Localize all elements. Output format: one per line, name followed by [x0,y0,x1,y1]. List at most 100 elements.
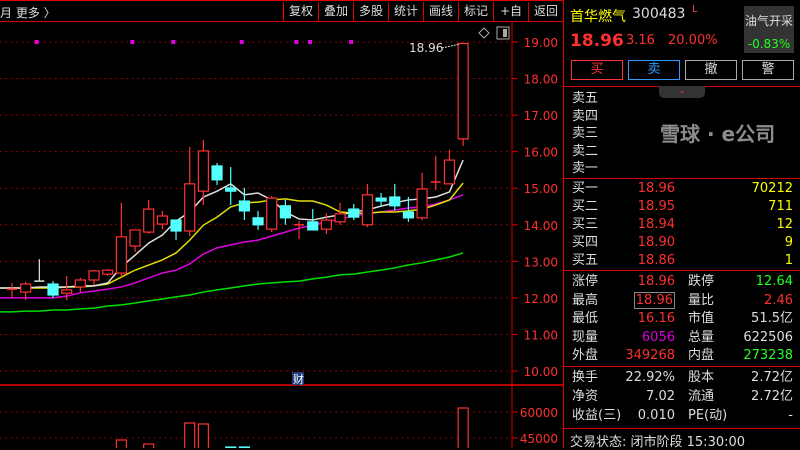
price-axis-label: 11.00 [524,328,558,342]
candle [47,281,59,298]
stat-value: 6056 [641,329,675,345]
candle-body [457,42,469,140]
panel-toggle-icon[interactable] [496,26,510,40]
bid-row: 买三 18.94 12 [564,216,800,233]
chart-toolbar: 月 更多 〉 复权 叠加 多股 统计 画线 标记 +自选 返回 [0,0,563,22]
price-axis-label: 17.00 [524,109,558,123]
volume-bar [184,422,196,448]
price-axis-label: 15.00 [524,182,558,196]
volume-bar [457,407,469,448]
candle [320,213,333,234]
bid-label: 买二 [572,199,599,214]
volume-bar [197,423,209,448]
sell-button[interactable]: 卖 [628,60,680,80]
candle-body [361,194,374,226]
candle [102,269,114,276]
multi-stock-button[interactable]: 多股 [353,2,388,21]
mark-button[interactable]: 标记 [458,2,493,21]
price-axis-label: 14.00 [524,219,558,233]
stat-value: 2.46 [764,292,793,308]
event-marker [308,40,313,44]
candle-body [334,213,346,223]
bid-volume: 1 [784,253,793,268]
stock-code: 300483 [632,6,686,22]
candle [238,187,250,221]
bid-volume: 9 [784,235,793,250]
period-more-menu[interactable]: 月 更多 〉 [0,6,56,20]
candle-body [184,183,196,232]
diamond-icon[interactable] [478,27,490,39]
bid-volume: 70212 [751,181,793,196]
candle-body [279,205,291,219]
bid-price: 18.96 [637,181,675,196]
price-axis-label: 10.00 [524,365,558,379]
candle [361,183,374,227]
event-marker [130,40,135,44]
event-marker [294,40,299,44]
back-button[interactable]: 返回 [528,2,563,21]
event-marker [171,40,176,44]
price-axis-label: 18.00 [524,73,558,87]
add-watchlist-button[interactable]: +自选 [493,2,528,21]
candle-body [307,221,319,231]
event-marker [239,40,244,44]
bid-label: 买四 [572,235,599,250]
bid-label: 买一 [572,181,599,196]
candle [197,139,209,206]
xueqiu-watermark-logo: 雪球 · e公司 [660,122,776,146]
fundamental-value: 0.010 [637,408,675,423]
candle [375,192,387,207]
stat-label: 涨停 [572,274,599,289]
candle [34,259,45,282]
ask-label: 卖二 [572,143,599,159]
candle-body [375,197,387,202]
candle-body [143,208,155,233]
stat-value: 622506 [743,329,793,345]
candle [61,275,73,301]
candle-body [115,236,127,274]
draw-line-button[interactable]: 画线 [423,2,458,21]
candle-body [156,215,168,225]
fundamental-value: - [788,408,793,423]
cancel-order-button[interactable]: 撤 [685,60,737,80]
fundamental-row: 收益(三) 0.010 PE(动) - [564,407,800,424]
candle [402,197,415,222]
candle [457,42,469,146]
stat-row: 最低 16.16 市值 51.5亿 [564,310,800,327]
stat-value: 349268 [625,348,675,363]
candle [143,199,155,234]
stat-label: 跌停 [688,274,715,289]
expand-chevron-icon[interactable]: ⌄ [659,86,705,98]
candle [20,281,32,301]
buy-button[interactable]: 买 [571,60,623,80]
last-price-label: 18.96 [409,41,443,55]
stat-label: 市值 [688,311,715,326]
kline-chart[interactable]: 19.00 18.00 17.00 16.00 15.00 14.00 13.00 12.00… [0,0,563,448]
statistics-button[interactable]: 统计 [388,2,423,21]
candle-body [225,187,237,192]
candle [334,202,346,225]
candle [225,167,237,206]
ask-row: 卖三 [564,125,800,142]
price-axis-label: 12.00 [524,292,558,306]
volume-bar [143,443,155,448]
sector-change: -0.83% [747,37,791,51]
candle [211,163,223,185]
bid-label: 买三 [572,217,599,232]
ask-row: 卖四 [564,108,800,125]
bid-row: 买二 18.95 711 [564,198,800,215]
sector-box[interactable]: 油气开采 -0.83% [744,6,794,53]
fundamental-label: 换手 [572,370,599,385]
alert-button[interactable]: 警 [742,60,794,80]
ask-label: 卖三 [572,126,599,141]
quote-panel: 首华燃气 300483 L 油气开采 -0.83% 18.96 3.16 20.… [563,0,800,450]
overlay-button[interactable]: 叠加 [318,2,353,21]
fundamental-label: 流通 [688,389,715,404]
adjust-button[interactable]: 复权 [283,2,318,21]
bid-price: 18.94 [637,217,675,232]
volume-bar [115,439,127,448]
fundamental-value: 2.72亿 [751,389,793,404]
trading-status: 交易状态: 闭市阶段 15:30:00 [570,435,746,450]
candle-body [320,219,333,230]
candle [252,210,264,230]
